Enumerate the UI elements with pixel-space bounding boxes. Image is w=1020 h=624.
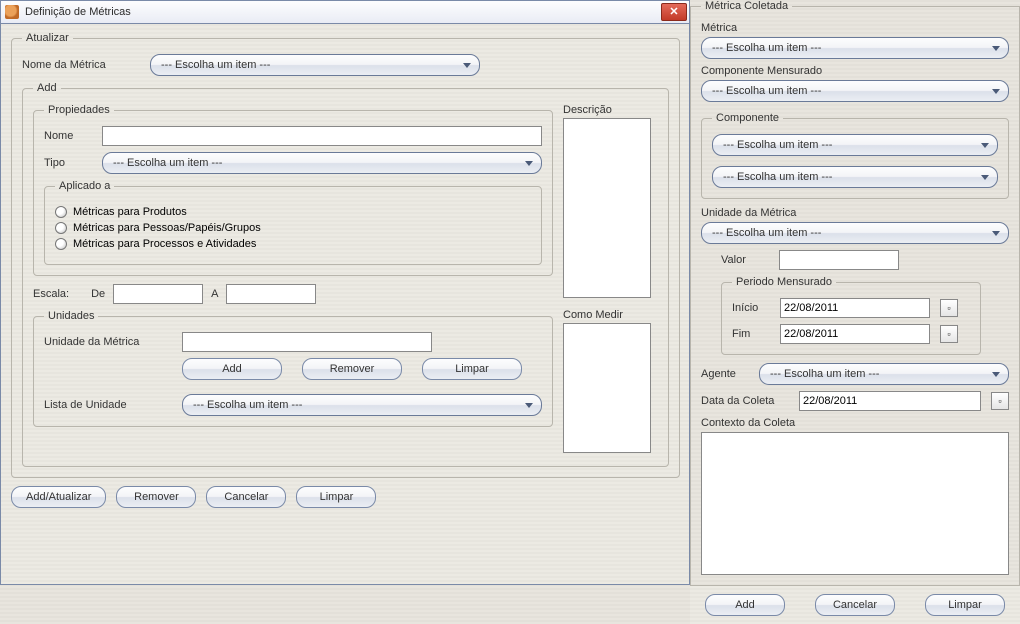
titlebar[interactable]: Definição de Métricas ✕ <box>0 0 690 24</box>
date-picker-coleta-icon[interactable]: ▫ <box>991 392 1009 410</box>
radio-pessoas[interactable]: Métricas para Pessoas/Papéis/Grupos <box>55 222 531 234</box>
radio-produtos[interactable]: Métricas para Produtos <box>55 206 531 218</box>
legend-componente: Componente <box>712 112 783 124</box>
btn-remover[interactable]: Remover <box>116 486 196 508</box>
btn-unidade-add[interactable]: Add <box>182 358 282 380</box>
java-icon <box>5 5 19 19</box>
input-escala-de[interactable] <box>113 284 203 304</box>
left-body: Atualizar Nome da Métrica --- Escolha um… <box>0 24 690 585</box>
btn-right-cancelar[interactable]: Cancelar <box>815 594 895 616</box>
label-metrica: Métrica <box>701 22 1009 34</box>
combo-metrica[interactable]: --- Escolha um item --- <box>701 37 1009 59</box>
right-actions: Add Cancelar Limpar <box>690 586 1020 624</box>
radio-pessoas-label: Métricas para Pessoas/Papéis/Grupos <box>73 222 261 234</box>
label-descricao: Descrição <box>563 104 658 116</box>
label-contexto: Contexto da Coleta <box>701 417 1009 429</box>
combo-componente-2-text: --- Escolha um item --- <box>723 171 832 183</box>
btn-right-limpar[interactable]: Limpar <box>925 594 1005 616</box>
combo-comp-mensurado-text: --- Escolha um item --- <box>712 85 821 97</box>
combo-agente-text: --- Escolha um item --- <box>770 368 879 380</box>
label-de: De <box>91 288 105 300</box>
radio-dot-icon <box>55 238 67 250</box>
window-title: Definição de Métricas <box>25 6 131 18</box>
label-unidade-metrica-right: Unidade da Métrica <box>701 207 1009 219</box>
legend-propriedades: Propiedades <box>44 104 114 116</box>
legend-metrica-coletada: Métrica Coletada <box>701 0 792 12</box>
legend-aplicado: Aplicado a <box>55 180 114 192</box>
date-picker-fim-icon[interactable]: ▫ <box>940 325 958 343</box>
combo-unidade-metrica[interactable]: --- Escolha um item --- <box>701 222 1009 244</box>
input-escala-a[interactable] <box>226 284 316 304</box>
label-a: A <box>211 288 218 300</box>
close-icon[interactable]: ✕ <box>661 3 687 21</box>
btn-right-add[interactable]: Add <box>705 594 785 616</box>
combo-componente-1[interactable]: --- Escolha um item --- <box>712 134 998 156</box>
group-propriedades: Propiedades Nome Tipo --- Escolha um ite… <box>33 104 553 276</box>
input-valor[interactable] <box>779 250 899 270</box>
legend-atualizar: Atualizar <box>22 32 73 44</box>
textarea-contexto[interactable] <box>701 432 1009 575</box>
label-tipo: Tipo <box>44 157 94 169</box>
combo-nome-metrica[interactable]: --- Escolha um item --- <box>150 54 480 76</box>
btn-limpar[interactable]: Limpar <box>296 486 376 508</box>
legend-periodo: Periodo Mensurado <box>732 276 836 288</box>
input-unidade-metrica[interactable] <box>182 332 432 352</box>
btn-unidade-limpar[interactable]: Limpar <box>422 358 522 380</box>
group-add: Add Propiedades Nome Tipo <box>22 82 669 467</box>
label-comp-mensurado: Componente Mensurado <box>701 65 1009 77</box>
combo-unidade-metrica-text: --- Escolha um item --- <box>712 227 821 239</box>
right-panel: Métrica Coletada Métrica --- Escolha um … <box>690 0 1020 624</box>
input-nome[interactable] <box>102 126 542 146</box>
legend-unidades: Unidades <box>44 310 98 322</box>
radio-processos-label: Métricas para Processos e Atividades <box>73 238 256 250</box>
label-escala: Escala: <box>33 288 69 300</box>
combo-nome-metrica-text: --- Escolha um item --- <box>161 59 270 71</box>
btn-unidade-remover[interactable]: Remover <box>302 358 402 380</box>
label-como-medir: Como Medir <box>563 309 658 321</box>
label-unidade-metrica: Unidade da Métrica <box>44 336 174 348</box>
col-main: Propiedades Nome Tipo --- Escolha um ite… <box>33 104 553 427</box>
group-aplicado: Aplicado a Métricas para Produtos Métric… <box>44 180 542 265</box>
label-fim: Fim <box>732 328 772 340</box>
input-inicio[interactable] <box>780 298 930 318</box>
group-atualizar: Atualizar Nome da Métrica --- Escolha um… <box>11 32 680 478</box>
label-lista-unidade: Lista de Unidade <box>44 399 174 411</box>
label-nome-metrica: Nome da Métrica <box>22 59 142 71</box>
combo-componente-1-text: --- Escolha um item --- <box>723 139 832 151</box>
left-window: Definição de Métricas ✕ Atualizar Nome d… <box>0 0 690 585</box>
group-periodo: Periodo Mensurado Início ▫ Fim ▫ <box>721 276 981 355</box>
btn-add-atualizar[interactable]: Add/Atualizar <box>11 486 106 508</box>
legend-add: Add <box>33 82 61 94</box>
col-side: Descrição Como Medir <box>563 104 658 456</box>
radio-produtos-label: Métricas para Produtos <box>73 206 187 218</box>
combo-tipo-text: --- Escolha um item --- <box>113 157 222 169</box>
group-metrica-coletada: Métrica Coletada Métrica --- Escolha um … <box>690 0 1020 586</box>
radio-processos[interactable]: Métricas para Processos e Atividades <box>55 238 531 250</box>
label-agente: Agente <box>701 368 751 380</box>
input-data-coleta[interactable] <box>799 391 981 411</box>
group-componente: Componente --- Escolha um item --- --- E… <box>701 112 1009 199</box>
textarea-como-medir[interactable] <box>563 323 651 453</box>
textarea-descricao[interactable] <box>563 118 651 298</box>
combo-componente-2[interactable]: --- Escolha um item --- <box>712 166 998 188</box>
date-picker-inicio-icon[interactable]: ▫ <box>940 299 958 317</box>
label-valor: Valor <box>721 254 771 266</box>
radio-dot-icon <box>55 222 67 234</box>
combo-agente[interactable]: --- Escolha um item --- <box>759 363 1009 385</box>
label-nome: Nome <box>44 130 94 142</box>
input-fim[interactable] <box>780 324 930 344</box>
combo-metrica-text: --- Escolha um item --- <box>712 42 821 54</box>
radio-dot-icon <box>55 206 67 218</box>
combo-lista-unidade-text: --- Escolha um item --- <box>193 399 302 411</box>
combo-lista-unidade[interactable]: --- Escolha um item --- <box>182 394 542 416</box>
group-unidades: Unidades Unidade da Métrica Add Remover … <box>33 310 553 427</box>
label-inicio: Início <box>732 302 772 314</box>
label-data-coleta: Data da Coleta <box>701 395 791 407</box>
combo-tipo[interactable]: --- Escolha um item --- <box>102 152 542 174</box>
btn-cancelar[interactable]: Cancelar <box>206 486 286 508</box>
combo-comp-mensurado[interactable]: --- Escolha um item --- <box>701 80 1009 102</box>
